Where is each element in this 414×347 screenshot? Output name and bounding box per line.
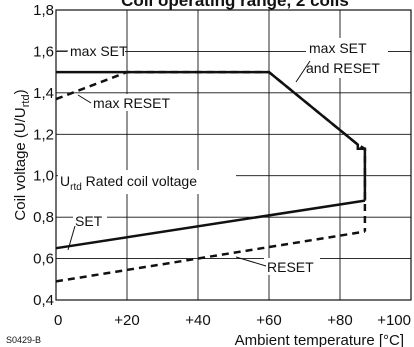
max-set-label: max SET (70, 43, 128, 59)
y-tick-label: 1,6 (33, 43, 54, 60)
y-tick-label: 1,8 (33, 2, 54, 19)
y-tick-label: 1,2 (33, 126, 54, 143)
x-axis-label: Ambient temperature [°C] (235, 332, 404, 347)
y-axis-label: Coil voltage (U/Urtd) (12, 89, 32, 220)
y-tick-label: 0,4 (33, 292, 54, 309)
max-reset-label: max RESET (93, 95, 170, 111)
x-tick-label: +40 (185, 312, 210, 329)
reset-leader (235, 256, 267, 267)
figure-code: S0429-B (6, 335, 41, 345)
series-line-max-reset (55, 70, 367, 232)
set-label: SET (75, 213, 103, 229)
max-reset-leader (77, 94, 92, 104)
series-layer (55, 70, 367, 283)
max-set-reset-leader (295, 60, 311, 83)
set-leader (67, 225, 76, 251)
x-tick-label: +100 (377, 312, 411, 329)
series-line-reset (55, 230, 366, 283)
y-tick-label: 1,0 (33, 168, 54, 185)
x-tick-label: +80 (327, 312, 352, 329)
plot-area (55, 9, 412, 301)
x-tick-label: +60 (256, 312, 281, 329)
chart-title: Coil operating range, 2 coils (121, 0, 349, 10)
y-tick-label: 1,4 (33, 85, 54, 102)
y-tick-label: 0,8 (33, 209, 54, 226)
rated-voltage-label: Urtd Rated coil voltage (60, 173, 197, 193)
series-line-set (55, 199, 366, 250)
x-tick-label: +20 (114, 312, 139, 329)
reset-label: RESET (267, 259, 314, 275)
y-tick-label: 0,6 (33, 251, 54, 268)
x-tick-labels: 0 +20 +40 +60 +80 +100 (54, 312, 411, 329)
max-set-reset-label: max SET and RESET (306, 40, 380, 76)
x-tick-label: 0 (54, 312, 62, 329)
annotations: max SET max SET and RESET max RESET Urtd… (57, 38, 388, 275)
y-tick-labels: 0,4 0,6 0,8 1,0 1,2 1,4 1,6 1,8 (33, 2, 54, 309)
